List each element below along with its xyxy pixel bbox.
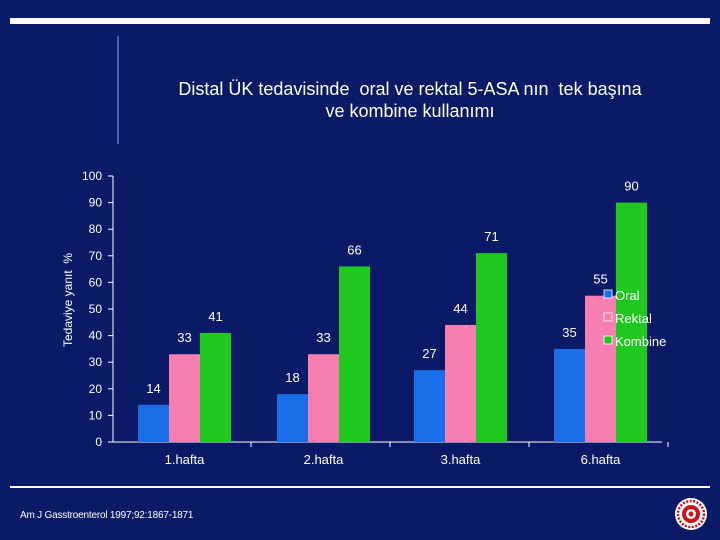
- bar-kombine-4: [616, 202, 647, 442]
- bar-kombine-2: [339, 266, 370, 442]
- y-tick-label: 50: [89, 302, 103, 316]
- data-label-kombine-1: 41: [208, 309, 222, 324]
- y-tick-label: 10: [89, 408, 103, 422]
- chart-title-line-2: ve kombine kullanımı: [325, 101, 495, 121]
- legend-swatch-kombine: [603, 335, 613, 345]
- y-axis-label: Tedaviye yanıt %: [61, 253, 75, 347]
- bar-rektal-2: [308, 354, 339, 442]
- data-label-kombine-4: 90: [624, 179, 638, 194]
- bar-oral-3: [414, 370, 445, 442]
- y-tick-label: 90: [89, 196, 103, 210]
- chart-title-line-1: Distal ÜK tedavisinde oral ve rektal 5-A…: [178, 79, 642, 99]
- data-label-kombine-3: 71: [484, 229, 498, 244]
- x-category-label: 1.hafta: [165, 452, 206, 467]
- legend-label-oral: Oral: [615, 288, 640, 303]
- bottom-rule: [10, 486, 710, 488]
- bar-oral-2: [277, 394, 308, 442]
- university-seal-icon: [675, 498, 707, 530]
- top-rule: [10, 18, 710, 24]
- side-rule: [117, 36, 119, 144]
- data-label-kombine-2: 66: [347, 242, 361, 257]
- citation-footnote: Am J Gasstroenterol 1997;92:1867-1871: [20, 510, 194, 521]
- x-category-label: 6.hafta: [581, 452, 622, 467]
- bar-rektal-3: [445, 324, 476, 442]
- y-tick-label: 0: [95, 435, 102, 449]
- bar-kombine-1: [200, 332, 231, 442]
- x-category-label: 2.hafta: [304, 452, 345, 467]
- bar-oral-1: [138, 404, 169, 442]
- legend-swatch-oral: [603, 289, 613, 299]
- y-tick-label: 70: [89, 249, 103, 263]
- data-label-rektal-3: 44: [453, 301, 467, 316]
- data-label-oral-2: 18: [285, 370, 299, 385]
- y-tick-label: 30: [89, 355, 103, 369]
- data-label-oral-3: 27: [422, 346, 436, 361]
- bar-rektal-1: [169, 354, 200, 442]
- x-category-label: 3.hafta: [441, 452, 482, 467]
- legend-label-rektal: Rektal: [615, 311, 652, 326]
- data-label-oral-1: 14: [146, 381, 160, 396]
- chart-title: Distal ÜK tedavisinde oral ve rektal 5-A…: [130, 78, 690, 122]
- legend-label-kombine: Kombine: [615, 334, 666, 349]
- legend-swatch-rektal: [603, 312, 613, 322]
- data-label-rektal-4: 55: [593, 272, 607, 287]
- y-tick-label: 20: [89, 382, 103, 396]
- y-tick-label: 40: [89, 329, 103, 343]
- bar-oral-4: [554, 348, 585, 442]
- data-label-oral-4: 35: [562, 325, 576, 340]
- bar-kombine-3: [476, 253, 507, 442]
- y-tick-label: 80: [89, 222, 103, 236]
- data-label-rektal-1: 33: [177, 330, 191, 345]
- data-label-rektal-2: 33: [316, 330, 330, 345]
- y-tick-label: 60: [89, 275, 103, 289]
- y-tick-label: 100: [82, 169, 102, 183]
